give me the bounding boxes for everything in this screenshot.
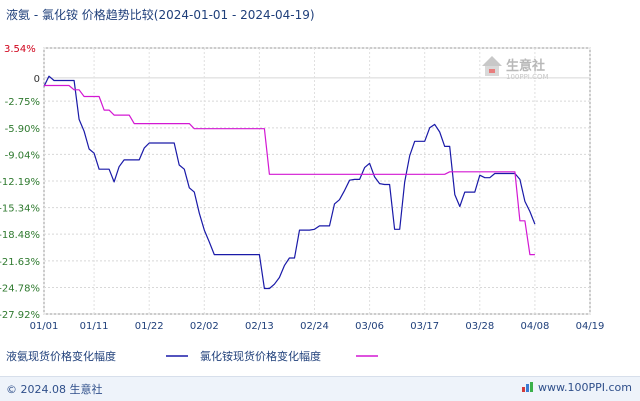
y-tick-label: -24.78% bbox=[0, 283, 40, 294]
y-tick-label: -15.34% bbox=[0, 204, 40, 215]
x-tick-label: 01/01 bbox=[30, 321, 59, 332]
y-tick-label: -12.19% bbox=[0, 177, 40, 188]
x-tick-label: 02/13 bbox=[245, 321, 274, 332]
x-tick-label: 01/22 bbox=[135, 321, 164, 332]
y-tick-label: -9.04% bbox=[5, 150, 40, 161]
price-trend-chart: 液氨 - 氯化铵 价格趋势比较(2024-01-01 - 2024-04-19)… bbox=[0, 7, 605, 363]
watermark-house-window bbox=[489, 69, 495, 73]
watermark-logo-text: 生意社 bbox=[506, 58, 545, 74]
x-tick-label: 03/28 bbox=[465, 321, 494, 332]
footer-bar: © 2024.08 生意社 www.100PPI.com bbox=[0, 376, 640, 401]
x-tick-label: 02/24 bbox=[300, 321, 329, 332]
x-tick-label: 03/17 bbox=[410, 321, 439, 332]
y-tick-label: -21.63% bbox=[0, 257, 40, 268]
watermark-house-icon bbox=[482, 56, 502, 66]
y-tick-label: -5.90% bbox=[5, 124, 40, 135]
legend-label: 氯化铵现货价格变化幅度 bbox=[200, 349, 321, 363]
x-tick-label: 03/06 bbox=[355, 321, 384, 332]
footer-site-url: www.100PPI.com bbox=[538, 381, 632, 394]
y-tick-label: 0 bbox=[34, 74, 40, 85]
x-tick-label: 04/08 bbox=[520, 321, 549, 332]
x-tick-label: 01/11 bbox=[80, 321, 109, 332]
x-tick-label: 04/19 bbox=[576, 321, 605, 332]
y-tick-label: -27.92% bbox=[0, 310, 40, 321]
y-tick-label: -2.75% bbox=[5, 97, 40, 108]
footer-site-link[interactable]: www.100PPI.com bbox=[522, 381, 632, 394]
y-tick-label: 3.54% bbox=[4, 44, 36, 55]
footer-copyright: © 2024.08 生意社 bbox=[6, 383, 103, 396]
x-tick-label: 02/02 bbox=[190, 321, 219, 332]
series-line-ammonia bbox=[43, 75, 536, 290]
series-line-ammonium-chloride bbox=[44, 84, 535, 256]
legend-label: 液氨现货价格变化幅度 bbox=[6, 349, 116, 363]
watermark-url-text: 100PPI.COM bbox=[506, 73, 549, 81]
y-tick-label: -18.48% bbox=[0, 230, 40, 241]
site-logo-icon bbox=[522, 382, 534, 392]
chart-title: 液氨 - 氯化铵 价格趋势比较(2024-01-01 - 2024-04-19) bbox=[6, 7, 315, 22]
